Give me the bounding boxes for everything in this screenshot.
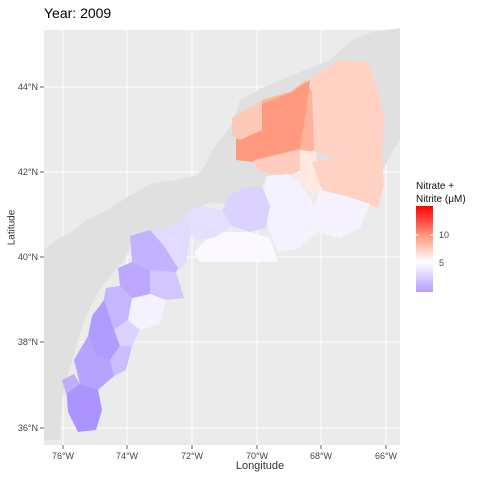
gom-west: [236, 80, 310, 162]
gom-north: [310, 60, 384, 162]
legend-tick-label: 10: [439, 230, 449, 240]
long-island-shelf: [186, 206, 232, 240]
axis-ticks: [40, 86, 387, 449]
georges-bank: [312, 158, 384, 208]
georges-bank-west: [300, 150, 320, 196]
georges-south: [312, 190, 370, 238]
nitrate-polygons: [62, 60, 384, 432]
y-tick-label: 44°N: [18, 82, 38, 92]
nj-coast: [118, 262, 150, 298]
sne-inner: [222, 186, 270, 232]
y-tick-label: 38°N: [18, 337, 38, 347]
ny-bight: [150, 214, 190, 272]
legend-ticks: [416, 234, 433, 264]
legend-tick-label: 5: [439, 258, 444, 268]
sne-east: [262, 174, 318, 252]
x-tick-label: 66°W: [375, 451, 398, 461]
y-tick-label: 36°N: [18, 423, 38, 433]
y-tick-label: 42°N: [18, 167, 38, 177]
x-tick-label: 68°W: [310, 451, 333, 461]
nc-north: [74, 336, 114, 390]
x-tick-label: 72°W: [181, 451, 204, 461]
x-tick-label: 74°W: [116, 451, 139, 461]
legend-title-line2: Nitrite (μM): [416, 194, 466, 205]
x-tick-label: 76°W: [52, 451, 75, 461]
legend-colorbar: [416, 206, 433, 292]
legend-title-line1: Nitrate +: [416, 181, 455, 192]
virginia-inner: [88, 300, 120, 360]
map-title: Year: 2009: [44, 5, 112, 21]
legend-title: Nitrate + Nitrite (μM): [416, 180, 466, 206]
nj-outer: [150, 270, 184, 300]
delmarva-south: [114, 320, 140, 346]
nc-coast: [62, 374, 80, 394]
virginia-outer: [110, 346, 132, 376]
nj-inner: [130, 230, 178, 276]
sne-outer: [194, 232, 278, 262]
x-axis-label: Longitude: [235, 460, 285, 472]
delmarva-outer: [128, 294, 166, 330]
nc-cape: [66, 384, 102, 432]
gom-coast: [232, 100, 262, 140]
x-tick-label: 70°W: [246, 451, 269, 461]
gom-south: [254, 150, 306, 176]
y-tick-label: 40°N: [18, 252, 38, 262]
